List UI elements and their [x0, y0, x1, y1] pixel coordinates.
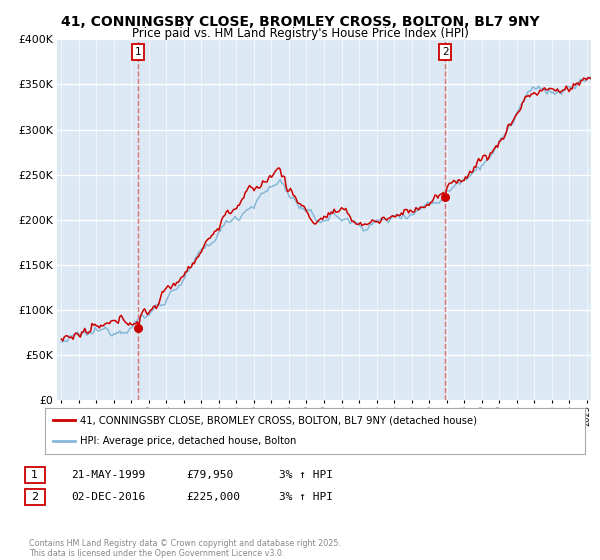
Text: Contains HM Land Registry data © Crown copyright and database right 2025.
This d: Contains HM Land Registry data © Crown c… [29, 539, 341, 558]
Text: Price paid vs. HM Land Registry's House Price Index (HPI): Price paid vs. HM Land Registry's House … [131, 27, 469, 40]
Text: 3% ↑ HPI: 3% ↑ HPI [279, 470, 333, 480]
Text: 2: 2 [442, 47, 448, 57]
Text: 02-DEC-2016: 02-DEC-2016 [71, 492, 145, 502]
Text: HPI: Average price, detached house, Bolton: HPI: Average price, detached house, Bolt… [80, 436, 296, 446]
Text: 41, CONNINGSBY CLOSE, BROMLEY CROSS, BOLTON, BL7 9NY (detached house): 41, CONNINGSBY CLOSE, BROMLEY CROSS, BOL… [80, 415, 477, 425]
Text: £225,000: £225,000 [186, 492, 240, 502]
Text: 1: 1 [31, 470, 38, 480]
Text: £79,950: £79,950 [186, 470, 233, 480]
Text: 21-MAY-1999: 21-MAY-1999 [71, 470, 145, 480]
Text: 3% ↑ HPI: 3% ↑ HPI [279, 492, 333, 502]
Text: 2: 2 [31, 492, 38, 502]
Text: 1: 1 [135, 47, 142, 57]
Text: 41, CONNINGSBY CLOSE, BROMLEY CROSS, BOLTON, BL7 9NY: 41, CONNINGSBY CLOSE, BROMLEY CROSS, BOL… [61, 15, 539, 29]
